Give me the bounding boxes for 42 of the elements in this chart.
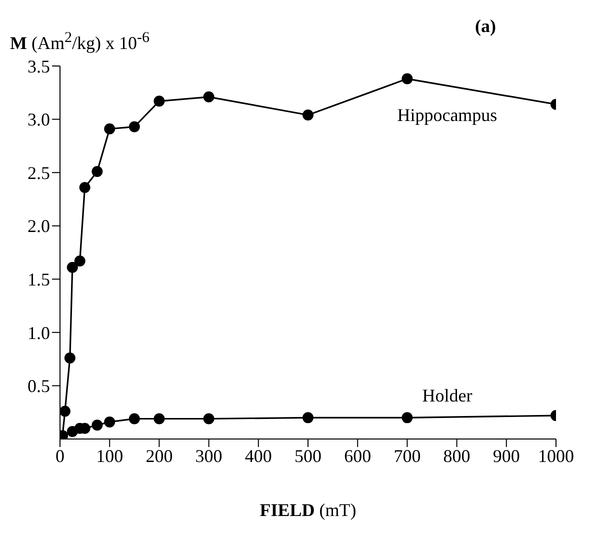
series-label: Hippocampus — [397, 104, 498, 125]
point — [92, 420, 103, 431]
point — [402, 412, 413, 424]
point — [302, 110, 314, 121]
point — [66, 262, 78, 273]
y-tick-label: 2.5 — [28, 162, 50, 183]
x-tick-label: 1000 — [538, 446, 574, 466]
series-label: Holder — [422, 386, 472, 406]
point — [60, 406, 70, 417]
point — [203, 91, 214, 102]
point — [104, 123, 116, 134]
x-tick-label: 200 — [146, 446, 173, 466]
chart-title: (a) — [475, 16, 496, 37]
point — [154, 96, 165, 107]
point — [79, 182, 90, 193]
point — [203, 413, 214, 424]
point — [104, 416, 116, 428]
y-tick-label: 3.5 — [28, 56, 50, 76]
point — [64, 352, 76, 364]
x-tick-label: 0 — [56, 446, 64, 466]
x-tick-label: 900 — [492, 446, 520, 466]
x-tick-label: 700 — [394, 446, 421, 466]
point — [74, 256, 86, 267]
point — [128, 413, 140, 424]
point — [154, 413, 165, 424]
point — [402, 73, 413, 84]
x-tick-label: 800 — [443, 446, 470, 466]
y-tick-label: 0.5 — [28, 376, 50, 396]
point — [302, 412, 314, 424]
y-tick-label: 1.0 — [28, 322, 50, 343]
y-tick-label: 2.0 — [28, 216, 50, 236]
y-axis-title: M (Am$^{2}$/kg) x 10$^{-6}$ — [10, 30, 150, 53]
point — [128, 121, 140, 132]
x-tick-label: 100 — [96, 446, 124, 466]
y-tick-label: 3.0 — [28, 110, 50, 130]
point — [92, 166, 103, 178]
y-tick-label: 1.5 — [28, 270, 50, 290]
x-axis-title: FIELD (mT) — [260, 500, 356, 520]
x-tick-label: 400 — [244, 446, 272, 466]
x-tick-label: 500 — [294, 446, 322, 466]
x-tick-label: 600 — [344, 446, 372, 466]
x-tick-label: 300 — [195, 446, 222, 466]
